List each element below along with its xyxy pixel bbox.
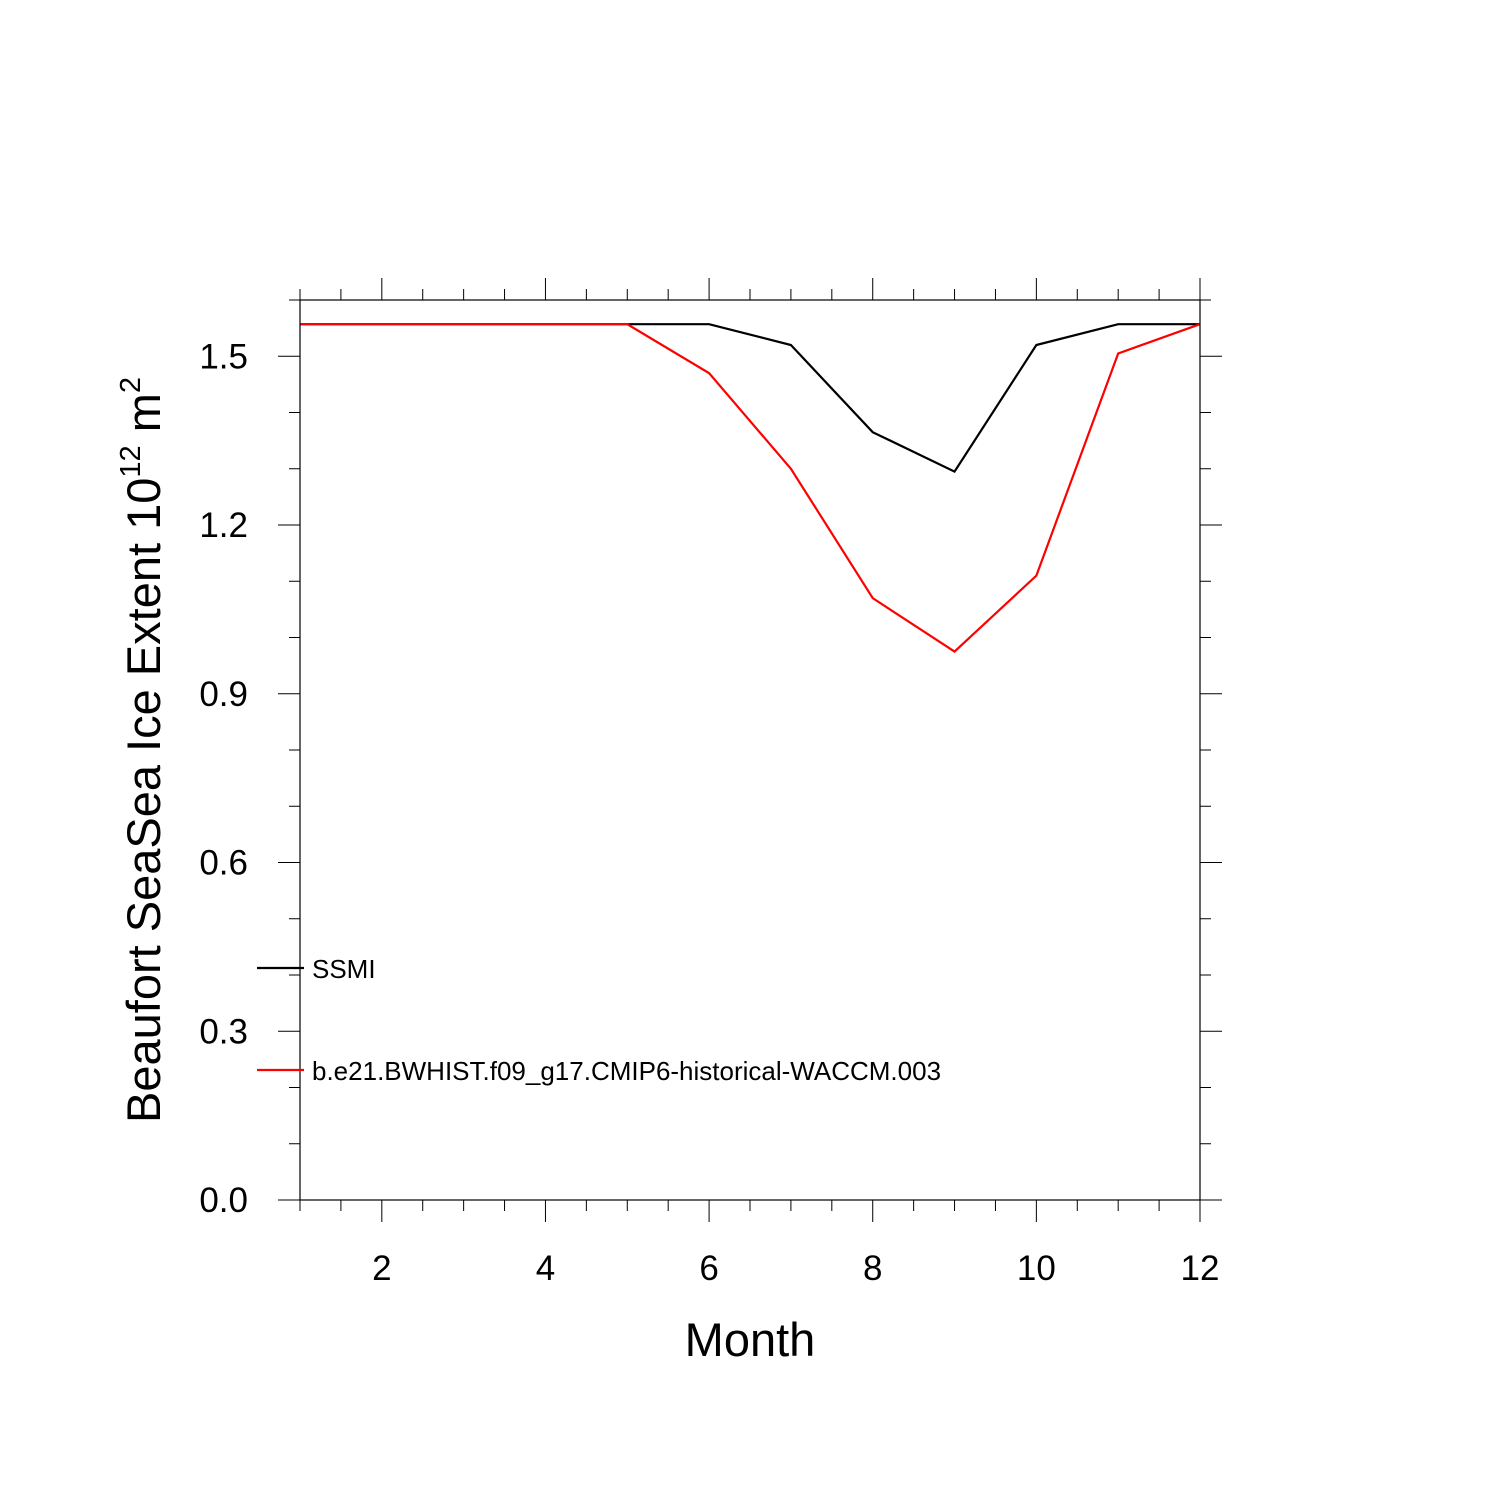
- legend: SSMI b.e21.BWHIST.f09_g17.CMIP6-historica…: [257, 954, 941, 1086]
- series-lines: [300, 323, 1201, 653]
- plot-frame: [299, 299, 1201, 1201]
- y-tick-label: 0.6: [199, 844, 248, 883]
- tick-labels: 2 4 6 8 10 12 0.0 0.3 0.6 0.9 1.2 1.5: [199, 337, 1219, 1288]
- x-tick-label: 12: [1181, 1249, 1220, 1288]
- x-tick-label: 4: [536, 1249, 555, 1288]
- x-axis-title: Month: [685, 1313, 816, 1366]
- y-tick-label: 0.0: [199, 1181, 248, 1220]
- x-tick-label: 2: [372, 1249, 391, 1288]
- y-axis-title: Beaufort SeaSea Ice Extent 1012 m2: [115, 377, 170, 1123]
- y-axis-title-unit: m: [117, 393, 170, 445]
- legend-label: b.e21.BWHIST.f09_g17.CMIP6-historical-WA…: [312, 1056, 941, 1086]
- series-line-2: [300, 323, 1201, 653]
- y-axis-title-text: Beaufort SeaSea Ice Extent 10: [117, 478, 170, 1123]
- y-axis-title-exponent: 12: [115, 445, 147, 477]
- x-tick-label: 8: [863, 1249, 882, 1288]
- x-tick-label: 10: [1017, 1249, 1056, 1288]
- y-tick-label: 1.2: [199, 506, 248, 545]
- y-tick-label: 0.9: [199, 675, 248, 714]
- legend-label: SSMI: [312, 954, 376, 984]
- axis-ticks: [278, 278, 1222, 1222]
- y-axis-title-unit-exponent: 2: [115, 377, 147, 393]
- y-tick-label: 1.5: [199, 337, 248, 376]
- y-tick-label: 0.3: [199, 1012, 248, 1051]
- x-tick-label: 6: [699, 1249, 718, 1288]
